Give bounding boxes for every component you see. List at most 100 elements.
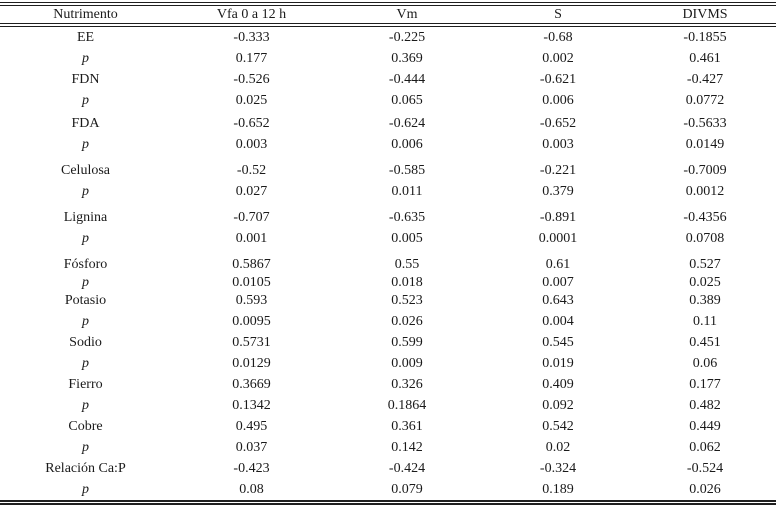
p-row-label: p <box>82 356 89 372</box>
correlation-value: -0.1855 <box>683 29 727 45</box>
correlation-value: -0.225 <box>388 29 426 45</box>
p-value: 0.177 <box>235 50 268 66</box>
correlation-value: 0.3669 <box>232 377 271 393</box>
p-value: 0.08 <box>239 482 264 498</box>
nutrient-label: Sodio <box>69 335 102 351</box>
p-value: 0.002 <box>542 50 574 66</box>
p-value: 0.003 <box>542 136 574 152</box>
table-row-nutrient: Lignina -0.707 -0.635 -0.891 -0.4356 <box>0 202 776 228</box>
correlation-value: 0.389 <box>689 293 721 309</box>
correlation-value: 0.361 <box>391 419 423 435</box>
table-row-nutrient: Celulosa -0.52 -0.585 -0.221 -0.7009 <box>0 155 776 181</box>
p-value: 0.1864 <box>387 398 427 414</box>
correlation-value: 0.5867 <box>232 256 271 272</box>
nutrient-label: Fósforo <box>63 256 108 272</box>
p-row-label: p <box>82 440 89 456</box>
correlation-value: -0.324 <box>539 461 577 477</box>
correlation-value: -0.5633 <box>683 115 727 131</box>
p-value: 0.026 <box>689 482 721 498</box>
p-value: 0.482 <box>689 398 721 414</box>
p-value: 0.006 <box>391 136 423 152</box>
table-row-pvalue: p 0.0129 0.009 0.019 0.06 <box>0 353 776 374</box>
p-value: 0.027 <box>235 183 268 199</box>
table-body: EE -0.333 -0.225 -0.68 -0.1855 p 0.177 0.369 0.0… <box>0 25 776 503</box>
correlation-value: 0.5731 <box>232 335 271 351</box>
p-row-label: p <box>82 50 89 66</box>
correlation-value: 0.545 <box>542 335 574 351</box>
p-value: 0.142 <box>391 440 423 456</box>
column-header-vfa: Vfa 0 a 12 h <box>171 4 332 27</box>
correlation-value: -0.624 <box>388 115 426 131</box>
p-value: 0.062 <box>689 440 721 456</box>
p-value: 0.189 <box>542 482 574 498</box>
correlation-value: 0.593 <box>235 293 268 309</box>
correlation-value: -0.424 <box>388 461 426 477</box>
p-value: 0.461 <box>689 50 721 66</box>
correlation-value: 0.326 <box>391 377 423 393</box>
p-value: 0.025 <box>235 92 268 108</box>
correlation-value: -0.707 <box>233 209 270 225</box>
p-row-label: p <box>82 230 89 246</box>
correlation-value: 0.542 <box>542 419 574 435</box>
p-value: 0.092 <box>542 398 574 414</box>
correlation-value: 0.527 <box>689 256 721 272</box>
correlation-value: 0.55 <box>394 256 420 272</box>
nutrient-label: Fierro <box>68 377 103 393</box>
p-value: 0.004 <box>542 314 574 330</box>
p-value: 0.06 <box>692 356 718 372</box>
correlation-value: -0.4356 <box>683 209 727 225</box>
correlation-value: -0.52 <box>236 162 267 178</box>
p-value: 0.369 <box>391 50 423 66</box>
column-header-s: S <box>482 4 634 27</box>
correlation-value: -0.333 <box>233 29 270 45</box>
column-header-nutrimento: Nutrimento <box>0 4 171 27</box>
correlation-value: -0.7009 <box>683 162 727 178</box>
table-row-nutrient: Potasio 0.593 0.523 0.643 0.389 <box>0 290 776 311</box>
p-value: 0.007 <box>542 275 574 290</box>
p-value: 0.003 <box>235 136 268 152</box>
table-row-pvalue: p 0.0095 0.026 0.004 0.11 <box>0 311 776 332</box>
correlation-value: 0.449 <box>689 419 721 435</box>
correlation-value: 0.177 <box>689 377 721 393</box>
header-row: Nutrimento Vfa 0 a 12 h Vm S DIVMS <box>0 4 776 27</box>
p-value: 0.009 <box>391 356 423 372</box>
table-row-nutrient: Fósforo 0.5867 0.55 0.61 0.527 <box>0 249 776 275</box>
correlation-value: -0.423 <box>233 461 270 477</box>
p-value: 0.0772 <box>685 92 725 108</box>
p-value: 0.018 <box>391 275 423 290</box>
table-row-pvalue: p 0.177 0.369 0.002 0.461 <box>0 48 776 69</box>
correlation-value: 0.409 <box>542 377 574 393</box>
nutrient-label: Cobre <box>68 419 103 435</box>
nutrient-label: FDA <box>71 115 100 131</box>
p-value: 0.006 <box>542 92 574 108</box>
p-value: 0.026 <box>391 314 423 330</box>
table-row-nutrient: Fierro 0.3669 0.326 0.409 0.177 <box>0 374 776 395</box>
p-value: 0.11 <box>693 314 717 330</box>
p-value: 0.379 <box>542 183 574 199</box>
table-row-nutrient: FDA -0.652 -0.624 -0.652 -0.5633 <box>0 111 776 134</box>
nutrient-label: Relación Ca:P <box>45 461 126 477</box>
nutrient-label: Potasio <box>64 293 107 309</box>
table-row-pvalue: p 0.003 0.006 0.003 0.0149 <box>0 134 776 155</box>
table-row-pvalue: p 0.1342 0.1864 0.092 0.482 <box>0 395 776 416</box>
p-value: 0.02 <box>545 440 571 456</box>
table-row-pvalue: p 0.08 0.079 0.189 0.026 <box>0 479 776 503</box>
p-row-label: p <box>82 92 89 108</box>
p-value: 0.0012 <box>685 183 725 199</box>
table-row-pvalue: p 0.027 0.011 0.379 0.0012 <box>0 181 776 202</box>
correlation-value: 0.599 <box>391 335 423 351</box>
p-row-label: p <box>82 136 89 152</box>
correlation-value: -0.221 <box>539 162 577 178</box>
correlation-value: -0.444 <box>388 71 426 87</box>
table-row-pvalue: p 0.001 0.005 0.0001 0.0708 <box>0 228 776 249</box>
p-value: 0.0149 <box>685 136 725 152</box>
correlation-value: 0.451 <box>689 335 721 351</box>
p-value: 0.0001 <box>538 230 578 246</box>
p-value: 0.0095 <box>232 314 271 330</box>
nutrient-label: EE <box>76 29 95 45</box>
table-row-nutrient: FDN -0.526 -0.444 -0.621 -0.427 <box>0 69 776 90</box>
table-row-nutrient: EE -0.333 -0.225 -0.68 -0.1855 <box>0 25 776 48</box>
column-header-divms: DIVMS <box>634 4 776 27</box>
